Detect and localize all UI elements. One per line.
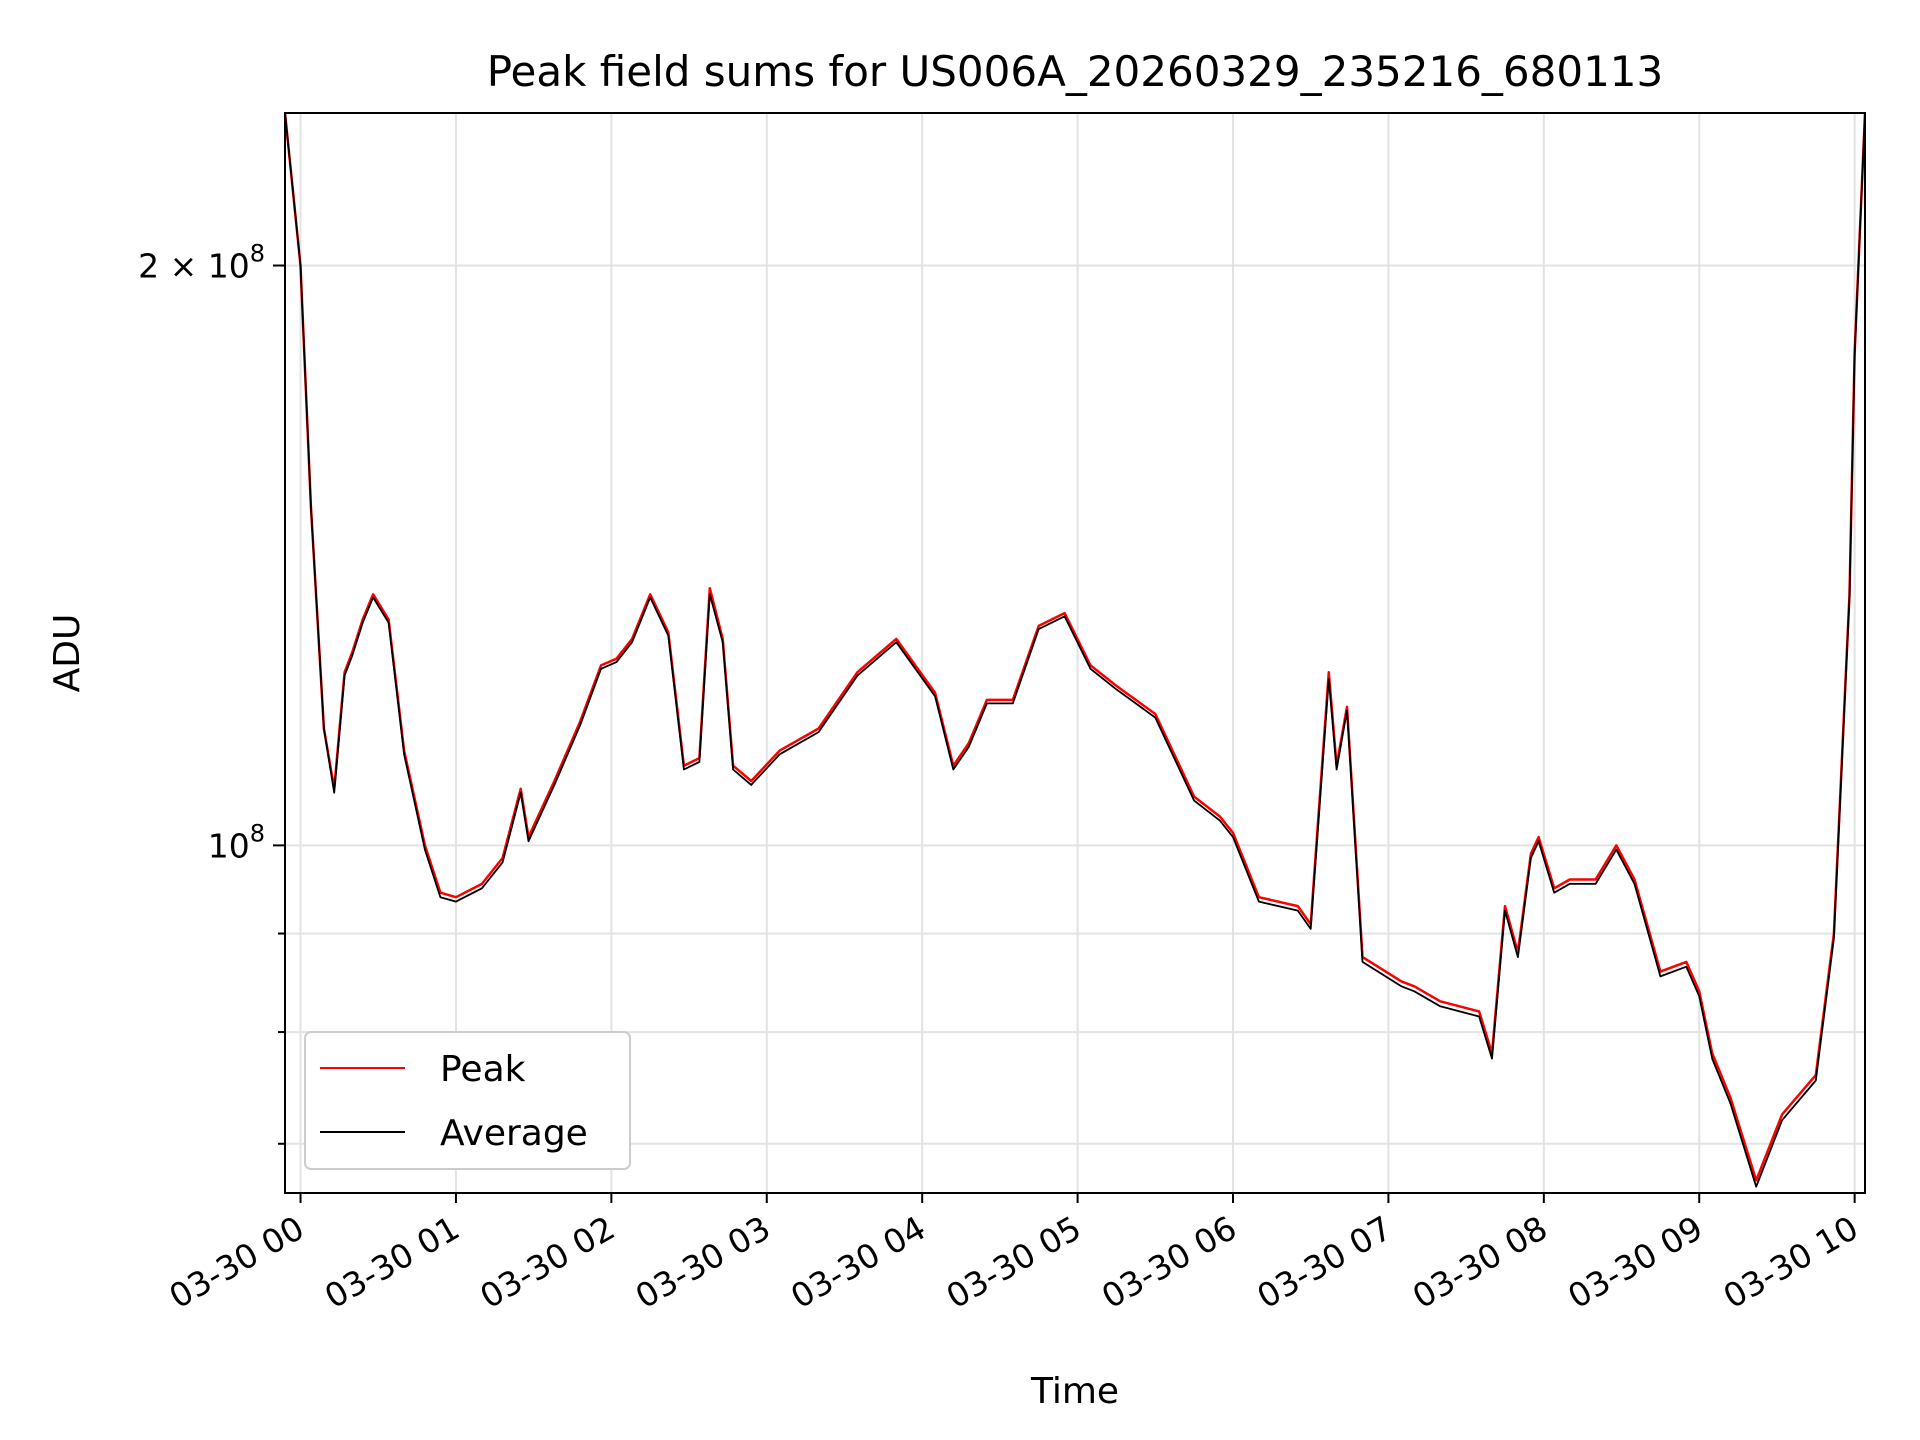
legend-label-peak: Peak (440, 1049, 526, 1090)
grid (285, 113, 1865, 1193)
series-line-average (285, 113, 1865, 1188)
chart-title: Peak field sums for US006A_20260329_2352… (487, 47, 1664, 96)
y-axis-label: ADU (47, 614, 88, 693)
y-tick-label: 2 × 108 (138, 240, 265, 286)
x-axis-label: Time (1030, 1371, 1119, 1412)
legend: Peak Average (304, 1031, 631, 1170)
y-tick-label: 108 (208, 819, 265, 865)
axes-frame (284, 112, 1866, 1194)
legend-box (304, 1031, 631, 1170)
plot-area (285, 113, 1865, 1188)
series-line-peak (285, 113, 1865, 1182)
legend-label-average: Average (440, 1113, 588, 1154)
